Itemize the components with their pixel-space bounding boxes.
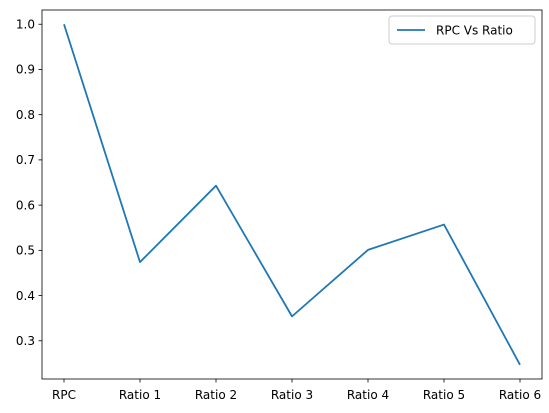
x-tick-label: Ratio 5 bbox=[423, 388, 465, 402]
legend-box bbox=[388, 15, 536, 45]
x-tick-label: Ratio 1 bbox=[119, 388, 161, 402]
plot-area bbox=[42, 10, 542, 379]
legend-label: RPC Vs Ratio bbox=[436, 24, 513, 38]
y-tick-label: 0.7 bbox=[16, 153, 35, 167]
y-axis: 0.3 0.4 0.5 0.6 0.7 0.8 0.9 1.0 bbox=[16, 17, 42, 348]
y-tick-label: 1.0 bbox=[16, 17, 35, 31]
x-tick-label: Ratio 6 bbox=[499, 388, 541, 402]
series-group bbox=[63, 23, 521, 366]
legend: RPC Vs Ratio bbox=[388, 15, 536, 45]
y-tick-label: 0.8 bbox=[16, 108, 35, 122]
x-tick-label: Ratio 4 bbox=[347, 388, 389, 402]
x-tick-label: Ratio 3 bbox=[271, 388, 313, 402]
plot-frame bbox=[41, 9, 543, 380]
y-tick-label: 0.4 bbox=[16, 289, 35, 303]
x-tick-label: RPC bbox=[52, 388, 76, 402]
y-tick-label: 0.9 bbox=[16, 63, 35, 77]
y-tick-label: 0.6 bbox=[16, 198, 35, 212]
y-tick-label: 0.3 bbox=[16, 334, 35, 348]
x-tick-label: Ratio 2 bbox=[195, 388, 237, 402]
x-axis: RPC Ratio 1 Ratio 2 Ratio 3 Ratio 4 Ratio 5 Ra… bbox=[52, 379, 541, 402]
y-tick-label: 0.5 bbox=[16, 244, 35, 258]
